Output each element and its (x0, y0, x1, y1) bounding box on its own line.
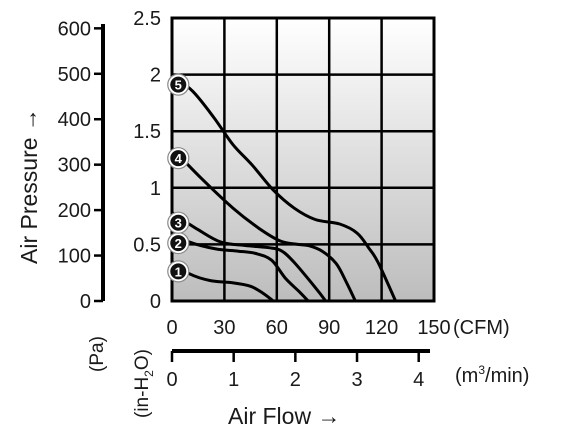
y-tick-labels: 0 0.5 1 1.5 2 2.5 (133, 8, 161, 313)
x-tick-label: 120 (365, 317, 398, 339)
y-unit-in-h2o: (in-H2O) (132, 349, 156, 418)
y-axis-title: Air Pressure → (16, 108, 42, 264)
secondary-x-tick-label: 1 (228, 369, 239, 391)
series-marker-5: 5 (167, 73, 190, 96)
marker-label: 4 (175, 151, 183, 166)
x-tick-labels: 0 30 60 90 120 150 (166, 317, 450, 339)
plot-area-background (172, 18, 434, 301)
secondary-y-tick-label: 400 (58, 109, 91, 131)
secondary-y-tick-label: 600 (58, 18, 91, 40)
y-tick-label: 1.5 (133, 121, 161, 143)
x-unit-m3-min: (m3/min) (455, 363, 529, 387)
marker-disc (170, 263, 187, 280)
secondary-y-tick-label: 500 (58, 64, 91, 86)
x-tick-label: 30 (213, 317, 235, 339)
marker-label: 5 (175, 78, 182, 93)
series-line-1 (171, 260, 275, 303)
y-tick-label: 2 (150, 65, 161, 87)
y-tick-label: 2.5 (133, 8, 161, 30)
marker-disc (170, 235, 187, 252)
secondary-y-tick-label: 0 (80, 291, 91, 313)
marker-label: 3 (175, 216, 182, 231)
series-line-2 (171, 231, 310, 303)
series-marker-2: 2 (167, 231, 190, 255)
secondary-x-tick-label: 0 (166, 369, 177, 391)
series-marker-4: 4 (167, 147, 190, 170)
secondary-y-ticks: 0 100 200 300 400 500 600 (58, 18, 103, 313)
series-layer (170, 73, 397, 303)
secondary-x-tick-label: 2 (290, 369, 301, 391)
x-axis-title: Air Flow → (228, 403, 340, 429)
series-marker-3: 3 (167, 211, 190, 234)
x-tick-label: 0 (166, 317, 177, 339)
series-line-4 (170, 147, 357, 302)
series-line-3 (171, 211, 327, 302)
secondary-x-tick-label: 4 (413, 369, 424, 391)
marker-disc (170, 214, 187, 231)
x-tick-label: 150 (417, 317, 450, 339)
series-markers: 1 2 3 4 5 (167, 73, 190, 283)
x-tick-label: 90 (318, 317, 340, 339)
secondary-x-ticks: 0 1 2 3 4 (166, 351, 424, 391)
x-tick-label: 60 (266, 317, 288, 339)
secondary-x-tick-label: 3 (351, 369, 362, 391)
marker-label: 2 (175, 236, 182, 251)
secondary-y-tick-label: 100 (58, 246, 91, 268)
series-marker-1: 1 (167, 260, 190, 283)
x-unit-cfm: (CFM) (453, 317, 510, 339)
y-unit-pa: (Pa) (87, 336, 108, 372)
secondary-y-tick-label: 300 (58, 155, 91, 177)
series-line-5 (171, 73, 397, 302)
marker-label: 1 (175, 264, 182, 279)
marker-disc (170, 150, 187, 167)
y-tick-label: 1 (150, 178, 161, 200)
y-tick-label: 0 (150, 291, 161, 313)
y-tick-label: 0.5 (133, 234, 161, 256)
secondary-y-tick-label: 200 (58, 200, 91, 222)
marker-disc (170, 76, 187, 93)
